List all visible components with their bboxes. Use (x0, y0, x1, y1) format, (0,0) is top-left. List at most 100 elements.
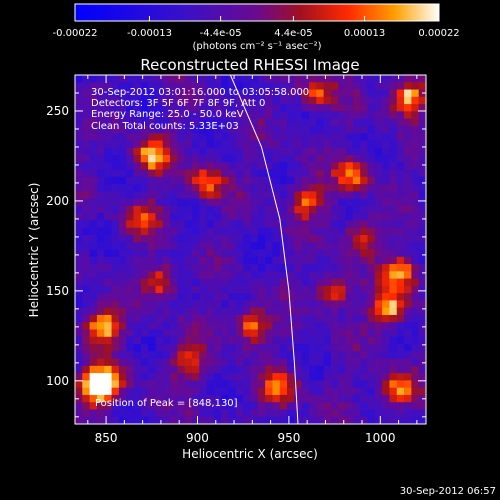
heatmap-cell (382, 184, 391, 192)
heatmap-cell (301, 300, 310, 309)
heatmap-cell (96, 104, 105, 112)
heatmap-cell (199, 394, 208, 403)
heatmap-cell (250, 169, 259, 178)
heatmap-cell (162, 365, 171, 374)
heatmap-cell (243, 329, 252, 338)
heatmap-cell (360, 256, 369, 265)
heatmap-cell (206, 147, 215, 156)
heatmap-cell (374, 409, 383, 418)
heatmap-cell (411, 336, 420, 345)
heatmap-cell (148, 329, 157, 338)
heatmap-cell (367, 205, 376, 214)
heatmap-cell (279, 314, 288, 323)
heatmap-cell (133, 89, 142, 98)
heatmap-cell (382, 111, 391, 120)
heatmap-cell (140, 278, 149, 287)
heatmap-cell (294, 358, 303, 367)
heatmap-cell (155, 300, 164, 309)
heatmap-cell (82, 242, 91, 251)
heatmap-cell (374, 75, 383, 83)
heatmap-cell (360, 191, 369, 200)
heatmap-cell (213, 104, 222, 112)
heatmap-cell (367, 140, 376, 149)
heatmap-cell (301, 176, 310, 185)
heatmap-cell (192, 154, 200, 163)
heatmap-cell (118, 344, 127, 352)
heatmap-cell (235, 336, 244, 345)
heatmap-cell (411, 271, 420, 280)
heatmap-cell (162, 169, 171, 178)
heatmap-cell (272, 220, 281, 229)
heatmap-cell (243, 402, 252, 411)
heatmap-cell (126, 409, 135, 418)
heatmap-cell (330, 111, 339, 120)
heatmap-cell (279, 307, 288, 316)
heatmap-cell (170, 184, 178, 192)
heatmap-cell (184, 242, 193, 251)
heatmap-cell (316, 264, 325, 272)
heatmap-cell (177, 154, 186, 163)
heatmap-cell (75, 147, 83, 156)
heatmap-cell (389, 402, 398, 411)
heatmap-cell (279, 227, 288, 236)
heatmap-cell (330, 89, 339, 98)
heatmap-cell (228, 264, 237, 272)
heatmap-cell (330, 314, 339, 323)
heatmap-cell (177, 344, 186, 352)
heatmap-cell (418, 329, 426, 338)
heatmap-cell (360, 336, 369, 345)
heatmap-cell (272, 314, 281, 323)
heatmap-cell (418, 242, 426, 251)
heatmap-cell (389, 394, 398, 403)
heatmap-cell (170, 89, 178, 98)
heatmap-cell (133, 118, 142, 127)
heatmap-cell (133, 191, 142, 200)
heatmap-cell (104, 154, 113, 163)
heatmap-cell (418, 278, 426, 287)
heatmap-cell (111, 82, 120, 91)
heatmap-cell (250, 82, 259, 91)
heatmap-cell (170, 249, 178, 258)
heatmap-cell (133, 198, 142, 207)
heatmap-cell (287, 220, 295, 229)
heatmap-cell (330, 220, 339, 229)
heatmap-cell (367, 234, 376, 243)
heatmap-cell (148, 394, 157, 403)
heatmap-cell (206, 293, 215, 301)
heatmap-cell (374, 198, 383, 207)
heatmap-cell (213, 96, 222, 105)
heatmap-cell (170, 104, 178, 112)
heatmap-cell (352, 227, 361, 236)
heatmap-cell (389, 293, 398, 301)
heatmap-cell (177, 140, 186, 149)
heatmap-cell (382, 314, 391, 323)
heatmap-cell (104, 169, 113, 178)
heatmap-cell (75, 154, 83, 163)
heatmap-cell (330, 242, 339, 251)
heatmap-cell (184, 249, 193, 258)
heatmap-cell (206, 220, 215, 229)
heatmap-cell (418, 169, 426, 178)
heatmap-cell (367, 220, 376, 229)
heatmap-cell (155, 314, 164, 323)
heatmap-cell (279, 256, 288, 265)
heatmap-cell (374, 140, 383, 149)
heatmap-cell (177, 300, 186, 309)
heatmap-cell (294, 329, 303, 338)
heatmap-cell (192, 184, 200, 192)
heatmap-cell (396, 402, 405, 411)
heatmap-cell (374, 387, 383, 396)
x-tick-label: 850 (95, 431, 118, 445)
heatmap-cell (382, 198, 391, 207)
heatmap-cell (162, 264, 171, 272)
heatmap-cell (140, 256, 149, 265)
heatmap-cell (155, 140, 164, 149)
heatmap-cell (133, 104, 142, 112)
heatmap-cell (82, 329, 91, 338)
heatmap-cell (411, 365, 420, 374)
heatmap-cell (170, 416, 178, 424)
heatmap-cell (418, 285, 426, 294)
heatmap-cell (118, 365, 127, 374)
heatmap-cell (367, 402, 376, 411)
heatmap-cell (352, 285, 361, 294)
